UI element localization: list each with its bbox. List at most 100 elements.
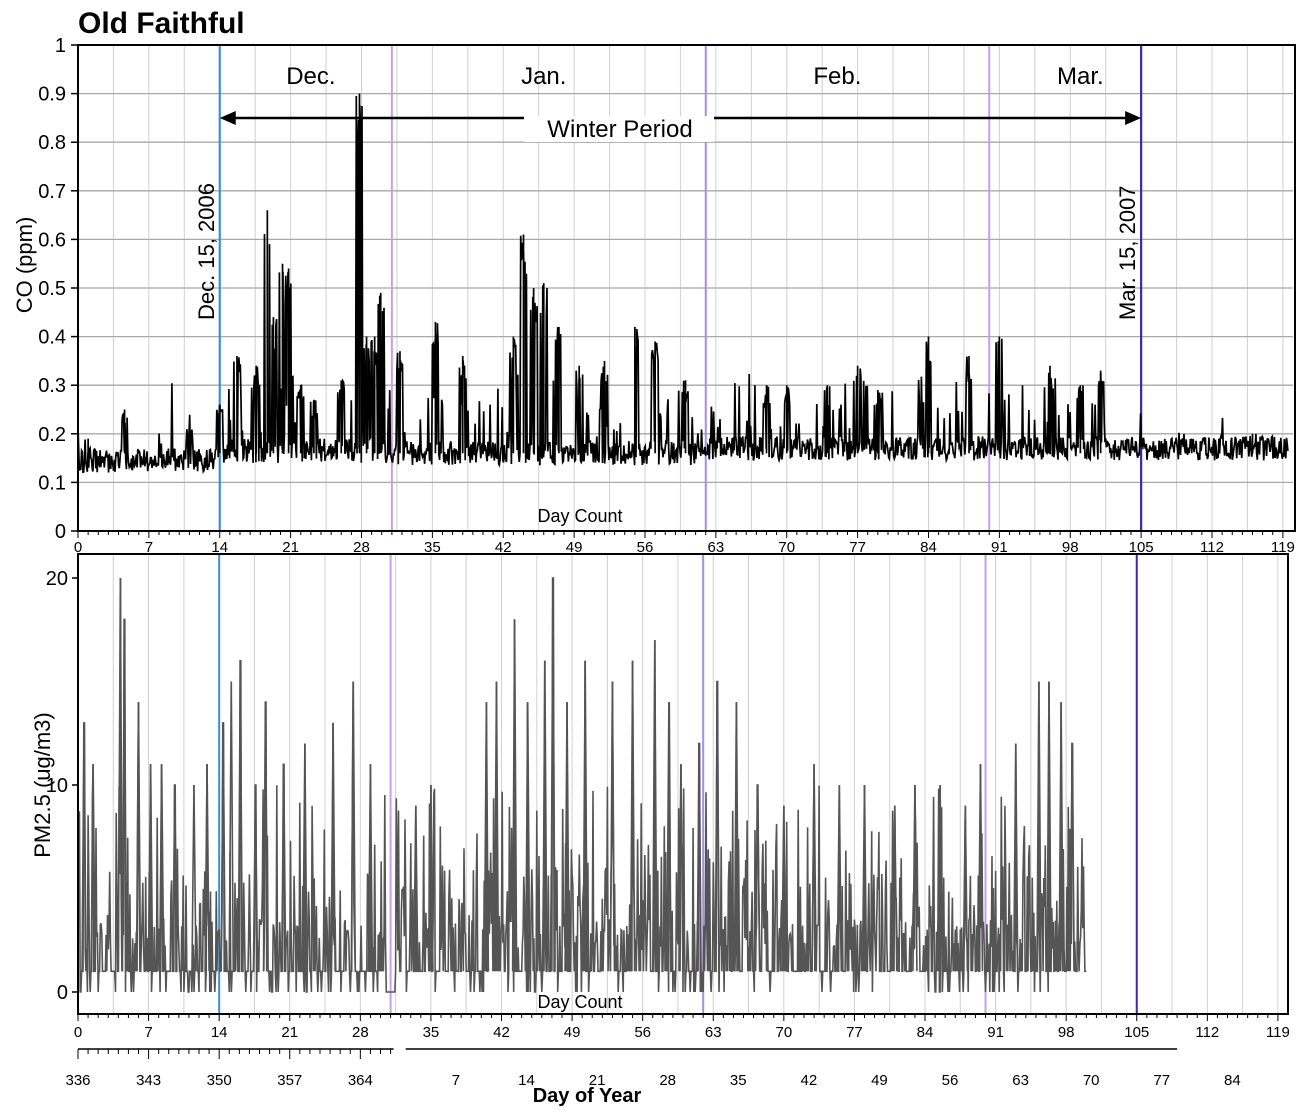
pm-x-axis-label: Day Count: [537, 992, 622, 1012]
pm-peak: [222, 722, 226, 972]
pm-peak: [552, 577, 556, 972]
doy-tick-label: 28: [659, 1072, 676, 1089]
co-ytick-label: 0: [55, 521, 66, 543]
pm-peak: [1014, 743, 1019, 972]
pm-peak: [160, 764, 165, 972]
doy-tick-label: 84: [1224, 1072, 1241, 1089]
co-ytick-label: 0.1: [38, 472, 66, 494]
doy-tick-label: 56: [942, 1072, 959, 1089]
pm-day-of-year-label: Day of Year: [533, 1085, 642, 1107]
co-xtick-label: 63: [708, 539, 725, 556]
pm-peak: [1038, 681, 1042, 972]
pm-peak: [584, 660, 588, 972]
month-label: Mar.: [1057, 63, 1104, 90]
pm-peak: [206, 764, 210, 972]
pm-peak: [149, 764, 154, 972]
winter-label-bg: [524, 116, 714, 142]
doy-tick-label: 14: [518, 1072, 535, 1089]
pm-ytick-label: 10: [46, 775, 68, 797]
co-ytick-label: 0.4: [38, 327, 66, 349]
pm-xtick-label: 14: [211, 1024, 228, 1041]
co-xtick-label: 98: [1062, 539, 1079, 556]
pm-peak: [680, 764, 684, 972]
doy-tick-label: 7: [452, 1072, 460, 1089]
pm-xtick-label: 84: [917, 1024, 934, 1041]
pm-peak: [123, 619, 128, 972]
co-xtick-label: 112: [1200, 539, 1224, 556]
pm-peak: [369, 764, 374, 972]
doy-tick-label: 70: [1083, 1072, 1100, 1089]
pm-xtick-label: 35: [423, 1024, 440, 1041]
doy-tick-label: 350: [207, 1072, 232, 1089]
co-ytick-label: 0.6: [38, 229, 66, 251]
pm-series-line: [77, 577, 1087, 993]
pm-peak: [631, 660, 636, 972]
co-x-axis-label: Day Count: [537, 506, 622, 526]
pm-xtick-label: 98: [1058, 1024, 1075, 1041]
co-xtick-label: 28: [353, 539, 370, 556]
pm-peak: [783, 805, 787, 972]
co-ytick-label: 1: [55, 35, 66, 57]
pm-peak: [698, 743, 702, 972]
pm-peak: [813, 764, 817, 972]
co-xtick-label: 21: [282, 539, 299, 556]
pm-peak: [92, 764, 96, 972]
month-label: Dec.: [286, 63, 335, 90]
co-xtick-label: 70: [778, 539, 795, 556]
pm-peak: [513, 619, 518, 972]
co-xtick-label: 56: [637, 539, 654, 556]
pm-peak: [611, 681, 616, 972]
doy-tick-label: 21: [589, 1072, 606, 1089]
pm-xtick-label: 42: [493, 1024, 510, 1041]
pm-peak: [566, 702, 570, 972]
co-xtick-label: 14: [211, 539, 228, 556]
doy-tick-label: 364: [348, 1072, 373, 1089]
pm-xtick-label: 7: [144, 1024, 152, 1041]
pm-peak: [264, 702, 269, 972]
co-xtick-label: 91: [991, 539, 1008, 556]
co-y-ticks: 0 0.1 0.2 0.3 0.4 0.5 0.6 0.7 0.8 0.9 1: [38, 35, 78, 543]
pm-peak: [838, 784, 843, 972]
pm-peak: [174, 784, 178, 972]
pm-peak: [230, 681, 235, 972]
pm-peak: [653, 640, 658, 972]
co-xtick-label: 77: [849, 539, 866, 556]
co-xtick-label: 42: [495, 539, 512, 556]
co-x-ticks: 0 7 14 21 28 35 42 49 56 63 70 77 84 91 98 105 112 119: [74, 531, 1295, 556]
co-chart: 0 0.1 0.2 0.3 0.4 0.5 0.6 0.7 0.8 0.9 1 0 7 14 21 28 35…: [12, 35, 1296, 556]
pm-xtick-label: 77: [846, 1024, 863, 1041]
pm-peak: [1060, 702, 1064, 972]
doy-tick-label: 357: [277, 1072, 302, 1089]
pm-peak: [304, 743, 308, 972]
month-label: Feb.: [813, 63, 861, 90]
pm-peak: [914, 784, 918, 972]
doy-tick-label: 77: [1153, 1072, 1170, 1089]
co-annotations: Dec. Jan. Feb. Mar. Winter Period Dec. 15, 20…: [194, 63, 1142, 320]
co-ytick-label: 0.5: [38, 278, 66, 300]
pm-xtick-label: 63: [705, 1024, 722, 1041]
pm-xtick-label: 0: [74, 1024, 82, 1041]
month-label: Jan.: [521, 63, 566, 90]
co-xtick-label: 84: [920, 539, 937, 556]
doy-tick-label: 42: [800, 1072, 817, 1089]
pm-peak: [332, 722, 336, 972]
pm-peak: [137, 702, 142, 972]
co-ytick-label: 0.2: [38, 424, 66, 446]
pm-peak: [544, 660, 548, 972]
pm-peak: [193, 784, 197, 972]
co-xtick-label: 105: [1129, 539, 1154, 556]
winter-arrow-head-right: [1125, 111, 1142, 125]
pm-peak: [414, 805, 419, 972]
winter-period-label: Winter Period: [547, 116, 692, 143]
pm-xtick-label: 112: [1195, 1024, 1219, 1041]
co-xtick-label: 119: [1271, 539, 1295, 556]
pm-ytick-label: 20: [46, 568, 68, 590]
pm-peak: [352, 681, 357, 972]
pm-peak: [485, 702, 490, 972]
pm-xtick-label: 105: [1124, 1024, 1149, 1041]
co-ytick-label: 0.8: [38, 132, 66, 154]
pm-peak: [526, 702, 531, 972]
pm-peak: [495, 681, 500, 972]
pm-ytick-label: 0: [57, 982, 68, 1004]
